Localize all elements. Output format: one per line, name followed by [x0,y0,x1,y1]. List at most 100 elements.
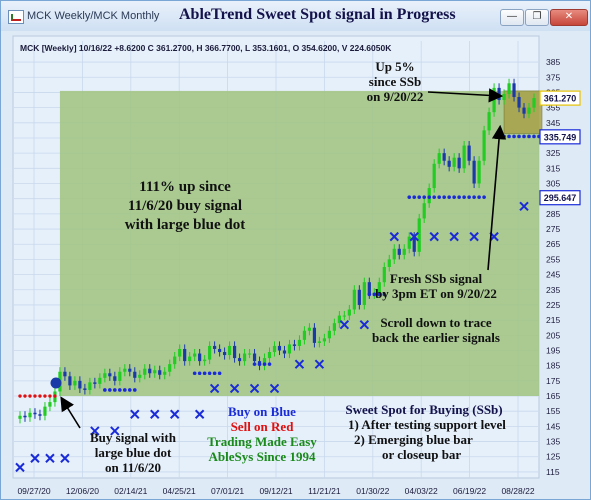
restore-button[interactable]: ❐ [525,9,549,26]
x-mark [339,319,350,330]
price-bar-body [382,267,386,283]
price-bar-body [43,406,47,416]
price-bar-body [18,415,22,419]
support-dot [467,195,471,199]
price-bar-body [492,87,496,113]
price-bar-body [218,348,222,353]
price-bar-body [502,93,506,101]
x-tick-label: 02/14/21 [114,486,147,496]
minimize-button[interactable]: — [500,9,524,26]
price-bar-body [497,87,501,101]
price-bar-body [63,371,67,377]
price-bar-body [392,248,396,260]
price-bar-body [307,327,312,331]
resistance-dot [43,394,47,398]
price-bar-body [173,356,177,365]
chart-title: AbleTrend Sweet Spot signal in Progress [179,6,456,23]
support-dot [372,292,377,297]
close-button[interactable]: ✕ [550,9,588,26]
x-tick-label: 09/27/20 [17,486,50,496]
trend-line-1: 111% up since [139,179,231,195]
resistance-dot [18,394,22,398]
price-bar-body [38,414,42,416]
price-bar-body [487,112,491,131]
price-bar-body [252,353,257,362]
price-bar-body [28,412,32,418]
x-tick-label: 07/01/21 [211,486,244,496]
support-dot [257,362,262,366]
support-dot [113,388,117,392]
price-bar-body [232,345,237,359]
price-bar-body [302,330,307,340]
price-bar-body [432,163,436,189]
price-bar-body [103,373,107,378]
support-dot [267,362,272,366]
legend-buy-on-blue: Buy on Blue [228,404,296,419]
x-tick-label: 11/21/21 [308,486,341,496]
price-bar-body [452,157,456,167]
x-mark [30,453,40,463]
price-bar-body [153,370,157,374]
up-arrow [427,88,504,103]
price-bar-body [93,382,97,384]
price-bar-body [312,327,317,343]
price-bar-body [158,370,162,375]
support-dot [212,371,217,376]
x-tick-label: 01/30/22 [356,486,389,496]
support-dot [532,134,536,139]
y-tick-label: 245 [546,270,560,280]
y-tick-label: 205 [546,330,560,340]
x-mark [60,453,70,463]
fresh-line-1: Fresh SSb signal [390,271,483,286]
price-tag-label: 295.647 [544,193,577,203]
support-dot [522,134,526,139]
support-dot [412,195,417,199]
x-mark [429,231,439,242]
x-mark [359,319,370,330]
price-bar-body [357,289,361,305]
price-tags: 361.270 335.749 295.647 [539,90,581,206]
x-tick-label: 09/12/21 [259,486,292,496]
price-bar-body [223,352,227,356]
support-dot [217,371,222,376]
price-bar-body [482,130,486,161]
y-tick-label: 165 [546,391,560,401]
x-tick-label: 12/06/20 [66,486,99,496]
trend-line-3: with large blue dot [125,217,245,233]
fresh-signal-arrow [487,124,507,271]
resistance-dot [23,394,27,398]
x-mark [110,426,120,436]
support-dot [507,134,511,139]
legend-trading-made-easy: Trading Made Easy [207,434,317,449]
price-tag-box [539,90,581,106]
price-bar-body [277,345,282,351]
support-dot [108,388,112,392]
price-bar-body [237,358,242,362]
price-bar-body [113,376,117,381]
price-bar-body [203,359,207,362]
price-bar-body [347,309,351,316]
price-bar-body [522,107,526,114]
price-bar-body [377,282,381,293]
y-tick-label: 225 [546,300,560,310]
price-bar-body [208,345,212,360]
support-dot [432,195,436,199]
support-dot [207,371,212,376]
price-bar-body [108,373,112,377]
price-bar-body [467,145,471,161]
price-tag-label: 335.749 [544,132,577,142]
y-tick-label: 195 [546,345,560,355]
x-mark [294,359,305,369]
price-bar-body [422,203,426,219]
trend-annotation: 111% up since 11/6/20 buy signal with la… [125,179,245,233]
legend-box: Buy on Blue Sell on Red Trading Made Eas… [207,404,317,464]
price-bar-body [88,382,92,390]
y-tick-label: 155 [546,406,560,416]
support-dot [202,371,207,376]
resistance-dot [53,394,57,398]
support-dot [472,195,476,199]
price-bar-body [517,96,521,108]
support-dot [427,195,432,199]
x-mark [449,231,459,242]
